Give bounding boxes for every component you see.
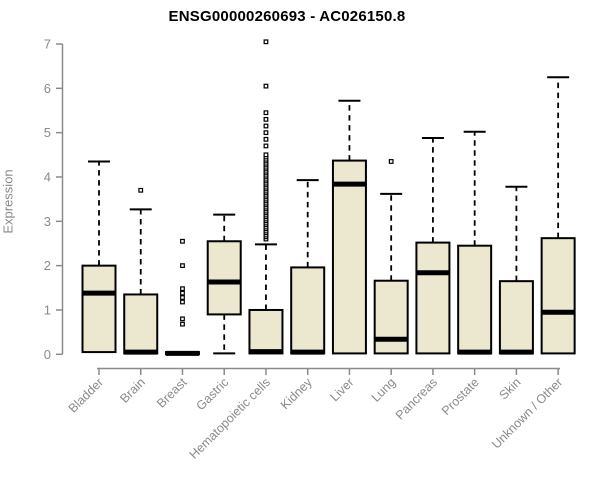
outlier-point (263, 110, 269, 116)
chart-title: ENSG00000260693 - AC026150.8 (168, 8, 406, 25)
boxplot-brain (123, 187, 159, 355)
outlier-point (180, 238, 185, 244)
x-tick-label-lung: Lung (369, 375, 399, 405)
outlier-point (138, 187, 144, 193)
x-tick-label-brain: Brain (117, 375, 148, 406)
x-tick-label-unknown-other: Unknown / Other (489, 375, 565, 451)
outlier-point (388, 159, 394, 164)
x-tick-label-gastric: Gastric (193, 375, 231, 413)
boxplot-breast (164, 238, 200, 356)
y-axis: 0 1 2 3 4 5 6 7 (44, 37, 64, 362)
x-tick-label-skin: Skin (496, 375, 523, 402)
y-tick-label: 5 (44, 125, 51, 140)
x-tick-label-kidney: Kidney (278, 375, 315, 412)
boxplot-pancreas (415, 136, 451, 355)
y-tick-label: 7 (44, 37, 51, 52)
y-tick-label: 2 (44, 258, 51, 273)
y-tick-label: 1 (44, 302, 51, 317)
outlier-point (180, 299, 185, 305)
outlier-point (180, 263, 185, 269)
outlier-point (180, 316, 185, 322)
outlier-point (263, 39, 269, 45)
outlier-point (263, 130, 269, 136)
outlier-point (180, 286, 185, 292)
boxplot-bladder (81, 160, 117, 354)
boxplot-hematopoietic-cells (248, 39, 284, 355)
boxplot-kidney (290, 179, 326, 355)
outlier-point (180, 290, 185, 296)
outlier-point (263, 143, 269, 149)
x-tick-label-bladder: Bladder (66, 375, 106, 415)
y-tick-label: 4 (44, 169, 51, 184)
x-tick-label-hematopoietic-cells: Hematopoietic cells (187, 375, 274, 462)
y-tick-label: 6 (44, 81, 51, 96)
boxplot-liver (331, 99, 367, 355)
outlier-point (263, 152, 269, 158)
boxplot-lung (373, 159, 409, 355)
boxplot-gastric (206, 213, 242, 355)
outlier-point (263, 83, 269, 89)
outlier-point (263, 116, 269, 122)
outlier-point (263, 123, 269, 129)
outlier-point (263, 136, 269, 142)
x-tick-label-breast: Breast (154, 375, 190, 411)
y-tick-label: 3 (44, 214, 51, 229)
outlier-point (180, 295, 185, 300)
boxplot-skin (498, 185, 534, 355)
x-tick-label-pancreas: Pancreas (393, 375, 440, 422)
boxplot-unknown-other (540, 76, 576, 355)
x-tick-label-liver: Liver (328, 375, 357, 404)
outlier-point (180, 321, 185, 327)
x-tick-label-prostate: Prostate (439, 375, 482, 418)
boxplot-prostate (457, 130, 493, 355)
y-tick-label: 0 (44, 347, 51, 362)
